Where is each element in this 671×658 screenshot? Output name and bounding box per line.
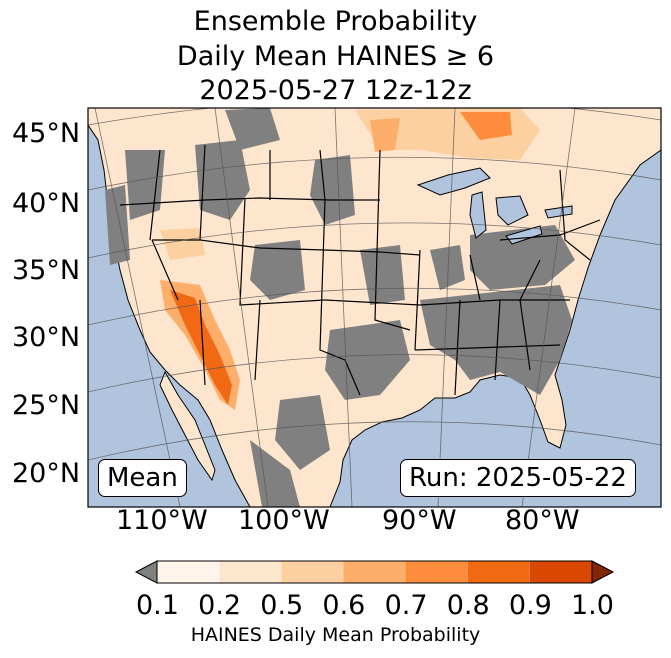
colorbar-segment <box>157 561 220 583</box>
great-lakes <box>416 167 573 245</box>
lon-label-110: 110°W <box>116 505 208 536</box>
colorbar-tick-label: 0.8 <box>446 590 490 621</box>
title-line-3: 2025-05-27 12z-12z <box>199 75 472 106</box>
colorbar <box>134 560 615 584</box>
state-borders <box>119 144 601 396</box>
lon-label-100: 100°W <box>238 505 330 536</box>
colorbar-tick-label: 0.6 <box>322 590 366 621</box>
mean-box: Mean <box>98 459 187 497</box>
colorbar-segment <box>281 561 344 583</box>
colorbar-segment <box>467 561 530 583</box>
lon-label-80: 80°W <box>505 505 580 536</box>
colorbar-under-arrow <box>134 560 158 584</box>
colorbar-tick-label: 0.7 <box>384 590 428 621</box>
colorbar-label: HAINES Daily Mean Probability <box>190 624 481 646</box>
colorbar-tick-label: 0.2 <box>198 590 242 621</box>
lat-label-20: 20°N <box>12 458 81 489</box>
graticule <box>88 108 661 507</box>
colorbar-segment <box>405 561 468 583</box>
colorbar-tick-label: 0.5 <box>260 590 304 621</box>
colorbar-tick-label: 0.1 <box>136 590 179 621</box>
lon-label-90: 90°W <box>382 505 457 536</box>
colorbar-segment <box>343 561 406 583</box>
lat-label-45: 45°N <box>12 118 81 149</box>
baja-peninsula <box>159 370 216 482</box>
lat-label-35: 35°N <box>12 255 81 286</box>
lat-label-30: 30°N <box>12 322 81 353</box>
colorbar-frame <box>156 560 593 584</box>
lat-label-40: 40°N <box>12 188 81 219</box>
run-box: Run: 2025-05-22 <box>400 459 636 497</box>
title-line-1: Ensemble Probability <box>193 6 478 37</box>
colorbar-tick-label: 1.0 <box>571 590 614 621</box>
colorbar-segment <box>219 561 282 583</box>
high-probability-areas <box>160 108 540 410</box>
lat-label-25: 25°N <box>12 390 81 421</box>
colorbar-tick-label: 0.9 <box>508 590 552 621</box>
title-line-2: Daily Mean HAINES ≥ 6 <box>176 41 495 72</box>
colorbar-segment <box>529 561 592 583</box>
map-frame <box>87 107 662 508</box>
below-threshold-areas <box>105 108 575 507</box>
colorbar-over-arrow <box>591 560 615 584</box>
